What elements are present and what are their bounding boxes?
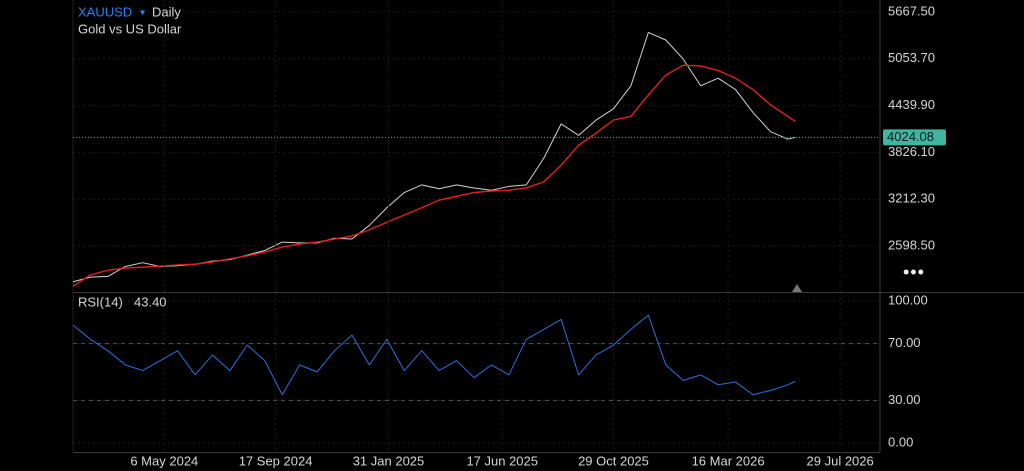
- indicator-value: 43.40: [134, 294, 167, 309]
- x-tick-label: 31 Jan 2025: [353, 453, 425, 468]
- y-tick-label: 2598.50: [888, 237, 935, 252]
- x-tick-label: 17 Sep 2024: [239, 453, 313, 468]
- x-tick-label: 17 Jun 2025: [466, 453, 538, 468]
- y-tick-label: 3212.30: [888, 191, 935, 206]
- x-tick-label: 29 Jul 2026: [807, 453, 874, 468]
- series-line: [72, 64, 796, 287]
- event-marker[interactable]: [792, 284, 802, 292]
- symbol-dropdown-arrow[interactable]: ▾: [140, 8, 145, 19]
- subtitle: Gold vs US Dollar: [78, 21, 182, 36]
- y-tick-label: 70.00: [888, 335, 921, 350]
- series-line: [72, 314, 796, 396]
- price-tag-label: 4024.08: [887, 129, 934, 144]
- y-tick-label: 4439.90: [888, 97, 935, 112]
- y-tick-label: 3826.10: [888, 144, 935, 159]
- y-tick-label: 30.00: [888, 392, 921, 407]
- interval[interactable]: Daily: [152, 4, 181, 19]
- indicator-title: RSI(14): [78, 294, 123, 309]
- y-tick-label: 0.00: [888, 434, 913, 449]
- x-tick-label: 29 Oct 2025: [578, 453, 649, 468]
- symbol[interactable]: XAUUSD: [78, 4, 132, 19]
- y-tick-label: 100.00: [888, 292, 928, 307]
- y-tick-label: 5053.70: [888, 50, 935, 65]
- y-tick-label: 5667.50: [888, 3, 935, 18]
- x-tick-label: 16 Mar 2026: [692, 453, 765, 468]
- more-button[interactable]: •••: [903, 262, 925, 282]
- price-tag: [883, 129, 946, 146]
- x-tick-label: 6 May 2024: [130, 453, 198, 468]
